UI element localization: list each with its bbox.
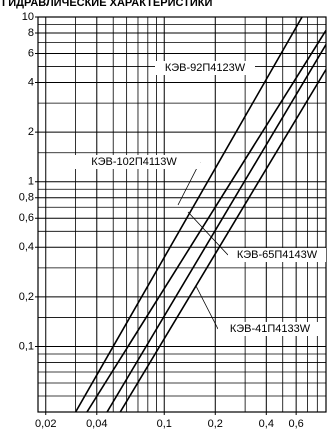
y-tick-label: 6	[28, 47, 34, 59]
leader-line	[177, 161, 201, 206]
label-box	[228, 248, 326, 262]
y-tick-label: 0,8	[19, 192, 34, 204]
x-tick-label: 0,1	[157, 418, 172, 430]
y-tick-label: 10	[22, 11, 34, 23]
x-tick-label: 0,04	[86, 418, 107, 430]
y-tick-label: 4	[28, 76, 34, 88]
series-line	[86, 29, 326, 412]
leader-line	[195, 285, 219, 330]
label-box	[155, 61, 255, 75]
series-line	[119, 69, 326, 412]
x-tick-label: 0,6	[289, 418, 304, 430]
legend-label: КЭВ-65П4143W	[237, 249, 318, 261]
y-tick-label: 0,2	[19, 291, 34, 303]
y-tick-label: 2	[28, 126, 34, 138]
label-box	[68, 155, 200, 169]
series-line	[74, 17, 303, 412]
label-box	[218, 322, 322, 336]
y-tick-label: 8	[28, 27, 34, 39]
chart-title: ГИДРАВЛИЧЕСКИЕ ХАРАКТЕРИСТИКИ	[2, 0, 213, 9]
y-tick-label: 0,4	[19, 241, 34, 253]
y-tick-label: 0,1	[19, 340, 34, 352]
y-tick-label: 1	[28, 176, 34, 188]
y-tick-label: 0,6	[19, 212, 34, 224]
legend-label: КЭВ-41П4133W	[230, 323, 311, 335]
x-tick-label: 0,02	[35, 418, 56, 430]
leader-line	[187, 211, 229, 256]
legend-label: КЭВ-102П4113W	[91, 156, 177, 168]
x-tick-label: 0,2	[208, 418, 223, 430]
legend-label: КЭВ-92П4123W	[165, 62, 246, 74]
series-line	[106, 44, 326, 412]
x-tick-label: 0,4	[259, 418, 274, 430]
